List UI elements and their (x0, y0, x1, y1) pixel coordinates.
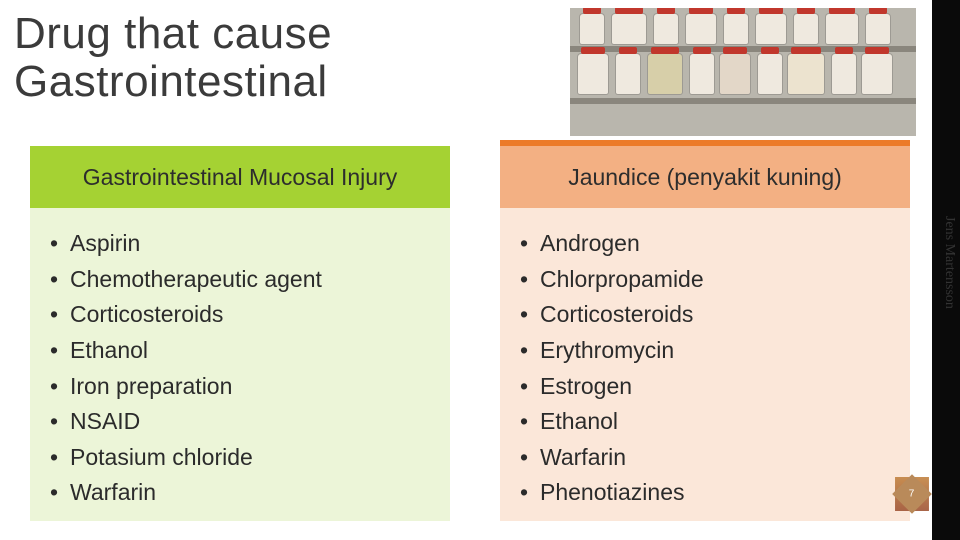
list-item: Ethanol (518, 404, 892, 440)
list-item: Ethanol (48, 333, 432, 369)
card-header-right: Jaundice (penyakit kuning) (500, 146, 910, 208)
list-item: Aspirin (48, 226, 432, 262)
card-header-left: Gastrointestinal Mucosal Injury (30, 146, 450, 208)
card-jaundice: Jaundice (penyakit kuning) Androgen Chlo… (500, 146, 910, 535)
list-item: Erythromycin (518, 333, 892, 369)
list-item: Androgen (518, 226, 892, 262)
list-item: Potasium chloride (48, 440, 432, 476)
slide: Drug that causeGastrointestinal (0, 0, 960, 540)
list-item: Iron preparation (48, 369, 432, 405)
card-body-left: Aspirin Chemotherapeutic agent Corticost… (30, 208, 450, 521)
list-item: Chlorpropamide (518, 262, 892, 298)
medicine-cabinet-photo (570, 8, 916, 136)
author-name: Jens Martensson (935, 216, 957, 386)
list-item: Corticosteroids (48, 297, 432, 333)
card-mucosal-injury: Gastrointestinal Mucosal Injury Aspirin … (30, 146, 450, 535)
page-number: 7 (909, 489, 915, 500)
list-item: Chemotherapeutic agent (48, 262, 432, 298)
card-body-right: Androgen Chlorpropamide Corticosteroids … (500, 208, 910, 521)
list-item: Phenotiazines (518, 475, 892, 511)
list-item: Estrogen (518, 369, 892, 405)
list-item: Warfarin (48, 475, 432, 511)
page-title: Drug that causeGastrointestinal (14, 10, 332, 107)
list-item: NSAID (48, 404, 432, 440)
list-item: Warfarin (518, 440, 892, 476)
list-item: Corticosteroids (518, 297, 892, 333)
